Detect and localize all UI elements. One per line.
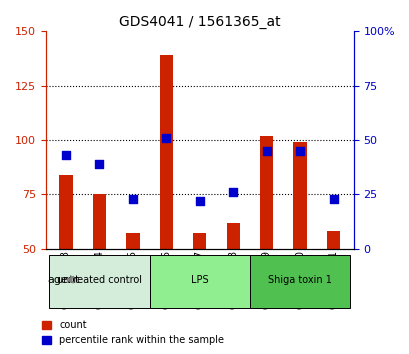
Text: agent: agent bbox=[47, 275, 80, 285]
Bar bbox=[293, 142, 306, 249]
Point bbox=[129, 196, 136, 201]
Bar bbox=[326, 231, 339, 249]
Bar bbox=[259, 136, 273, 249]
Bar bbox=[92, 194, 106, 249]
Point bbox=[96, 161, 102, 167]
Bar bbox=[226, 223, 239, 249]
Point bbox=[63, 152, 69, 158]
Point bbox=[196, 198, 202, 204]
Point bbox=[163, 135, 169, 141]
FancyBboxPatch shape bbox=[149, 255, 249, 308]
Point bbox=[330, 196, 336, 201]
Legend: count, percentile rank within the sample: count, percentile rank within the sample bbox=[38, 316, 227, 349]
Bar bbox=[193, 233, 206, 249]
Point bbox=[263, 148, 269, 154]
FancyBboxPatch shape bbox=[49, 255, 149, 308]
Title: GDS4041 / 1561365_at: GDS4041 / 1561365_at bbox=[119, 15, 280, 29]
Text: LPS: LPS bbox=[191, 275, 208, 285]
Bar bbox=[59, 175, 72, 249]
Point bbox=[296, 148, 303, 154]
Bar bbox=[126, 233, 139, 249]
Text: untreated control: untreated control bbox=[57, 275, 142, 285]
Text: Shiga toxin 1: Shiga toxin 1 bbox=[267, 275, 331, 285]
Point bbox=[229, 189, 236, 195]
FancyBboxPatch shape bbox=[249, 255, 349, 308]
Bar bbox=[159, 55, 173, 249]
